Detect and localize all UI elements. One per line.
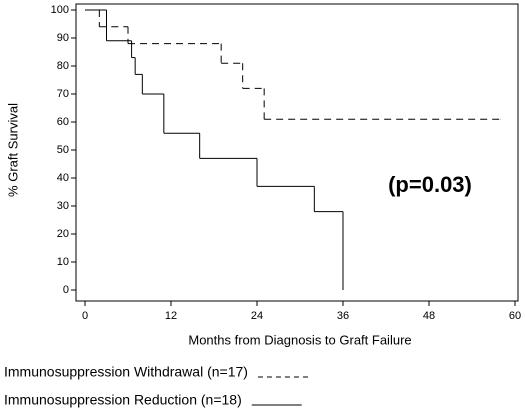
y-tick-label: 70 xyxy=(57,88,69,100)
legend-label: Immunosuppression Withdrawal (n=17) xyxy=(4,364,248,380)
x-tick-label: 24 xyxy=(251,310,263,322)
annotation: (p=0.03) xyxy=(388,172,472,197)
y-tick-label: 50 xyxy=(57,144,69,156)
y-axis-label: % Graft Survival xyxy=(5,103,20,197)
plot-frame xyxy=(75,3,519,302)
x-tick-label: 12 xyxy=(165,310,177,322)
x-tick-label: 48 xyxy=(423,310,435,322)
y-tick-label: 20 xyxy=(57,228,69,240)
y-tick-label: 30 xyxy=(57,200,69,212)
y-tick-label: 60 xyxy=(57,116,69,128)
x-tick-label: 0 xyxy=(82,310,88,322)
y-tick-label: 10 xyxy=(57,256,69,268)
x-tick-label: 60 xyxy=(509,310,521,322)
x-axis-label: Months from Diagnosis to Graft Failure xyxy=(188,332,411,347)
x-tick-label: 36 xyxy=(337,310,349,322)
y-tick-label: 80 xyxy=(57,60,69,72)
y-tick-label: 90 xyxy=(57,32,69,44)
y-tick-label: 100 xyxy=(51,4,69,16)
legend-label: Immunosuppression Reduction (n=18) xyxy=(4,392,242,408)
y-tick-label: 0 xyxy=(63,284,69,296)
y-tick-label: 40 xyxy=(57,172,69,184)
